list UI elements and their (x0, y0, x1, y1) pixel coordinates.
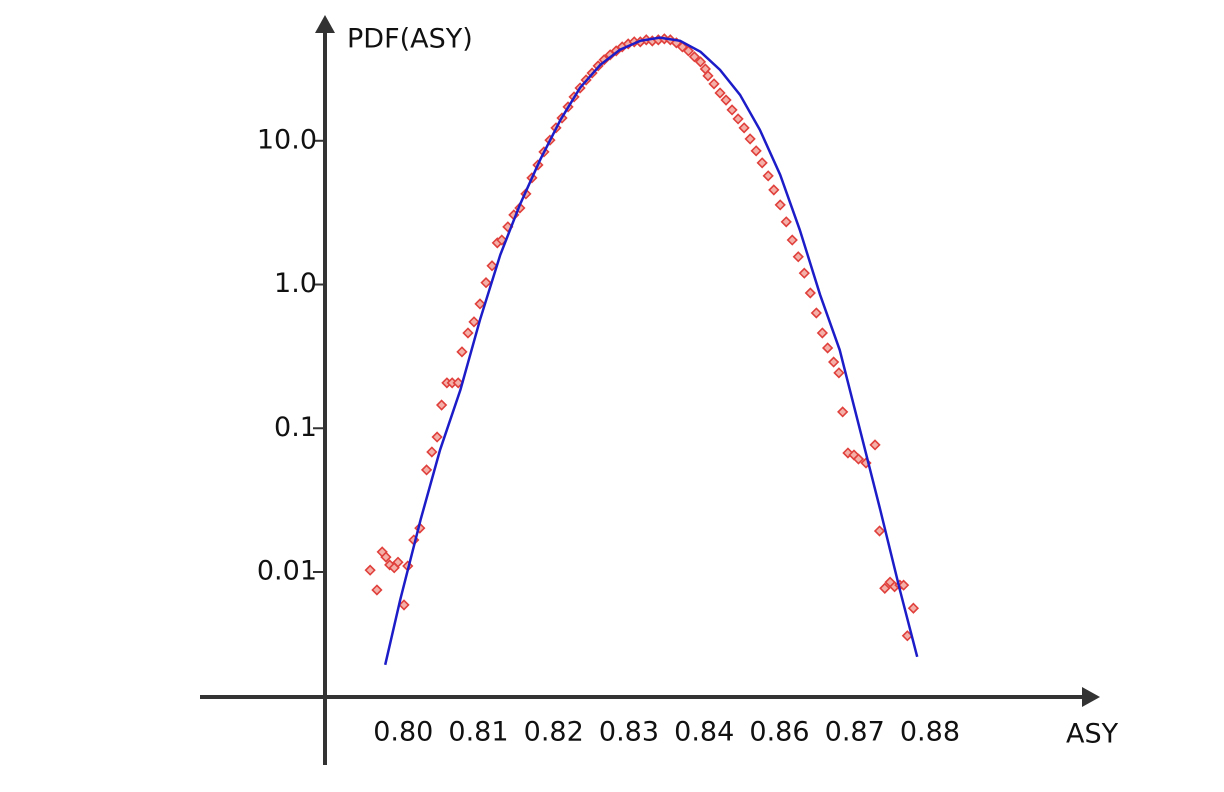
data-point (833, 367, 845, 379)
x-tick-label: 0.84 (674, 717, 734, 748)
x-tick-label: 0.86 (749, 717, 809, 748)
data-point (456, 346, 468, 358)
data-point (816, 327, 828, 339)
data-point (744, 133, 756, 145)
y-tick-label: 1.0 (274, 268, 317, 299)
data-point (420, 464, 433, 476)
data-point (897, 579, 910, 591)
y-tick-label: 0.1 (274, 412, 317, 443)
data-point (702, 70, 714, 82)
data-point (384, 559, 396, 571)
data-point (768, 184, 780, 196)
y-tick-label: 10.0 (257, 124, 317, 155)
data-point (371, 584, 383, 596)
data-point (750, 145, 762, 157)
data-point (873, 525, 886, 537)
data-point (431, 431, 443, 443)
data-point (714, 87, 726, 99)
x-axis-arrow (1082, 687, 1100, 707)
data-point (392, 556, 404, 568)
data-point (676, 41, 689, 53)
data-point (732, 113, 744, 125)
data-point (756, 157, 768, 169)
data-point (821, 342, 834, 354)
data-point (474, 298, 486, 310)
data-point (708, 78, 720, 90)
data-point (426, 446, 438, 458)
data-point (480, 277, 492, 289)
data-point (852, 453, 865, 465)
data-point (738, 122, 750, 134)
data-point (798, 267, 810, 279)
fit-line (383, 36, 919, 666)
data-point (398, 599, 410, 611)
data-point (380, 551, 392, 563)
data-point (810, 307, 822, 319)
x-tick-label: 0.87 (825, 717, 885, 748)
data-point (792, 251, 804, 263)
data-point (879, 582, 891, 594)
data-point (907, 602, 920, 614)
data-point (435, 399, 448, 411)
data-point (452, 377, 464, 389)
data-point (774, 199, 786, 211)
x-tick-label: 0.83 (599, 717, 659, 748)
data-point (762, 170, 774, 182)
data-point (462, 327, 474, 339)
data-point (688, 51, 701, 63)
data-point (786, 234, 798, 246)
data-point (486, 260, 498, 272)
x-axis-label: ASY (1066, 719, 1119, 750)
data-point (720, 94, 732, 106)
data-point (726, 104, 738, 116)
data-point (468, 316, 480, 328)
x-tick-label: 0.88 (900, 717, 960, 748)
chart-title: PDF(ASY) (347, 24, 473, 55)
data-point (869, 439, 881, 451)
data-point (414, 522, 426, 534)
data-point (828, 356, 840, 368)
data-point (837, 406, 849, 418)
data-point (842, 447, 854, 459)
data-point (682, 45, 695, 57)
x-tick-label: 0.81 (448, 717, 508, 748)
data-point (364, 564, 376, 576)
x-tick-label: 0.82 (524, 717, 584, 748)
data-point (694, 56, 707, 68)
x-tick-label: 0.80 (373, 717, 433, 748)
data-point (780, 216, 792, 228)
y-tick-label: 0.01 (257, 555, 317, 586)
y-axis-arrow (315, 15, 335, 33)
data-point (804, 287, 816, 299)
